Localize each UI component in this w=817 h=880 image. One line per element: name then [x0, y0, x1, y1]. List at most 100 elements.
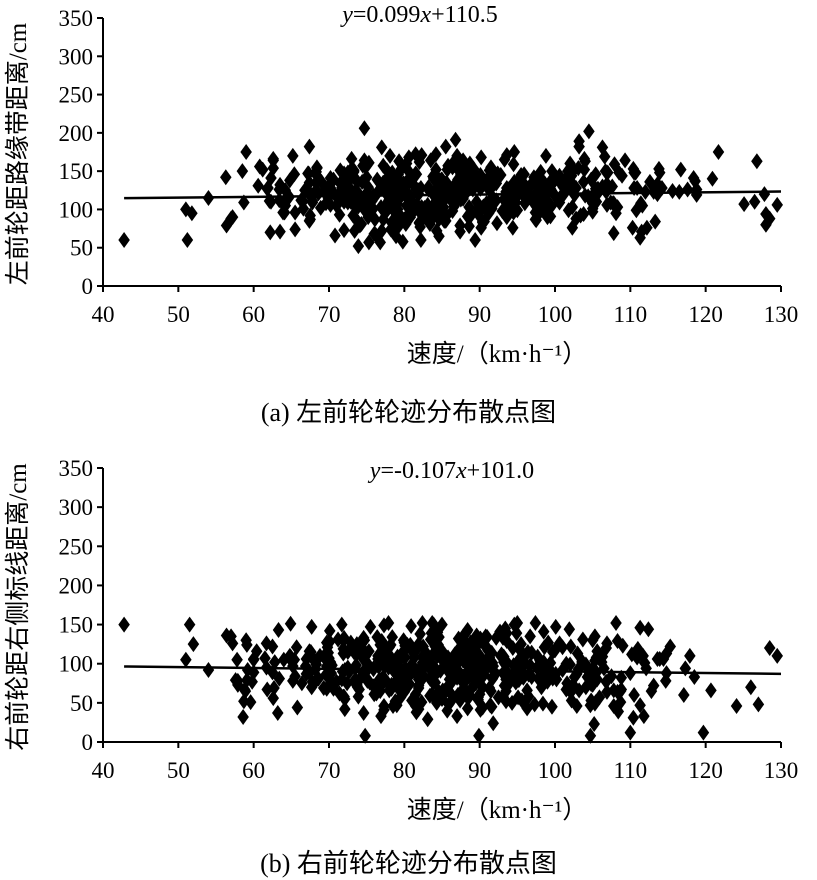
data-point	[638, 654, 651, 671]
data-point	[461, 700, 474, 717]
data-point	[244, 694, 257, 711]
x-tick-label: 110	[614, 758, 648, 783]
data-point	[565, 692, 578, 709]
data-point	[287, 147, 299, 164]
x-tick-label: 80	[393, 302, 416, 327]
data-point	[467, 639, 479, 656]
data-point	[506, 694, 518, 711]
data-point	[425, 199, 438, 216]
regression-equation: y=-0.107x+101.0	[368, 458, 534, 484]
data-point	[399, 649, 411, 666]
data-point	[187, 636, 200, 653]
data-point	[634, 697, 646, 714]
data-point	[333, 206, 346, 223]
data-point	[320, 666, 332, 683]
data-point	[405, 193, 417, 210]
data-point	[491, 215, 503, 232]
data-point	[507, 156, 520, 173]
data-point	[712, 144, 725, 160]
data-point	[429, 674, 441, 691]
data-point	[345, 150, 358, 167]
regression-line	[124, 190, 782, 200]
data-point	[666, 183, 679, 200]
data-point	[290, 639, 303, 656]
data-point	[442, 157, 454, 174]
data-point	[273, 670, 286, 687]
data-point	[484, 697, 496, 714]
data-point	[386, 629, 399, 646]
data-point	[516, 655, 528, 672]
data-point	[440, 138, 452, 155]
caption-a: (a) 左前轮轮迹分布散点图	[260, 398, 557, 427]
data-point	[304, 211, 316, 228]
y-tick-label: 150	[59, 159, 94, 184]
x-tick-label: 100	[538, 302, 573, 327]
data-point	[371, 185, 383, 202]
data-point	[302, 662, 315, 679]
x-tick-label: 70	[318, 758, 341, 783]
data-point	[413, 153, 426, 170]
y-tick-label: 250	[59, 534, 94, 559]
data-point	[482, 657, 495, 674]
data-point	[355, 215, 368, 232]
data-point	[540, 147, 552, 164]
data-point	[522, 643, 534, 660]
data-point	[524, 628, 536, 645]
x-tick-label: 60	[242, 302, 265, 327]
data-point	[627, 709, 640, 726]
data-point	[481, 640, 493, 657]
data-point	[440, 212, 452, 229]
data-point	[441, 654, 454, 671]
data-point	[590, 193, 603, 210]
data-point	[449, 646, 461, 663]
data-point	[378, 617, 390, 634]
data-point	[406, 692, 418, 709]
y-tick-label: 350	[59, 456, 94, 481]
data-point	[571, 645, 584, 662]
data-point	[390, 171, 402, 188]
data-point	[342, 643, 354, 660]
y-tick-label: 200	[59, 573, 94, 598]
data-point	[514, 183, 527, 200]
data-point	[556, 639, 569, 656]
data-point	[264, 224, 276, 241]
data-point	[339, 701, 351, 718]
data-point	[565, 638, 577, 655]
data-point	[430, 222, 443, 239]
data-point	[598, 148, 611, 165]
data-point	[679, 660, 692, 677]
data-point	[186, 205, 198, 222]
data-point	[387, 697, 399, 714]
data-point	[360, 169, 373, 186]
data-point	[382, 615, 395, 632]
y-tick-label: 200	[59, 121, 94, 146]
data-point	[267, 152, 280, 169]
data-point	[273, 181, 286, 198]
scatter-chart-b: 40 50 60 70 80 90 100 110 120 130 0 50 100 150 200 250 3…	[4, 456, 798, 824]
caption-b: (b) 右前轮轮迹分布散点图	[260, 849, 557, 878]
data-point	[461, 645, 473, 662]
data-point	[342, 659, 354, 676]
data-point	[563, 621, 576, 638]
data-point	[357, 664, 369, 681]
data-point	[338, 165, 350, 182]
data-point	[534, 202, 547, 219]
data-point	[653, 164, 666, 181]
data-point	[118, 232, 130, 249]
data-point	[605, 668, 618, 685]
equation-part: x	[455, 458, 467, 484]
data-point	[473, 727, 485, 744]
data-point	[277, 204, 289, 221]
y-tick-label: 300	[59, 495, 94, 520]
equation-part: y	[368, 458, 381, 484]
scatter-chart-a: 40 50 60 70 80 90 100 110 120 130 0 50 100 150 200 250 3…	[4, 2, 798, 368]
data-point	[330, 673, 343, 690]
data-point	[291, 699, 304, 716]
data-point	[549, 618, 562, 635]
data-point	[415, 672, 427, 689]
data-point	[463, 688, 475, 705]
data-point	[375, 633, 388, 650]
data-point	[363, 674, 376, 691]
data-point	[502, 665, 515, 682]
data-point	[608, 697, 620, 714]
